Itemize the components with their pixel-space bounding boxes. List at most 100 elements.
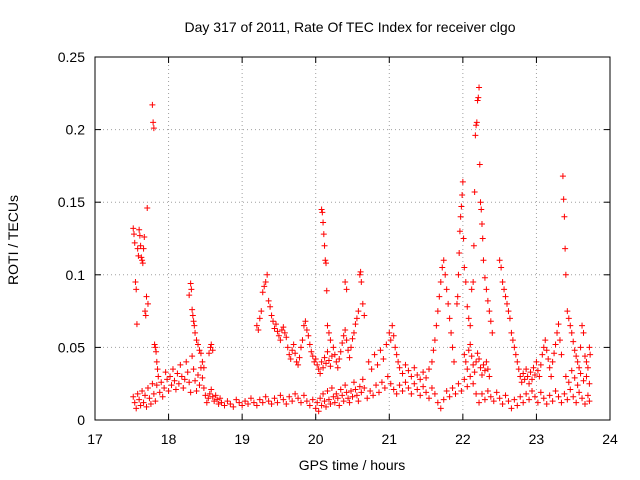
data-point (236, 399, 243, 406)
data-point (486, 308, 493, 315)
data-point (144, 205, 151, 212)
data-point (268, 401, 275, 408)
data-point (555, 393, 562, 400)
data-point (319, 209, 326, 216)
data-point (333, 390, 340, 397)
data-point (274, 399, 281, 406)
data-point (484, 387, 491, 394)
data-point (245, 401, 252, 408)
data-point (159, 393, 166, 400)
data-point (306, 402, 313, 409)
data-point (325, 329, 332, 336)
data-point (436, 293, 443, 300)
data-point (534, 367, 541, 374)
data-point (323, 360, 330, 367)
data-point (471, 189, 478, 196)
data-point (529, 387, 536, 394)
data-point (271, 325, 278, 332)
data-point (186, 379, 193, 386)
data-point (193, 387, 200, 394)
data-point (523, 390, 530, 397)
data-point (586, 398, 593, 405)
data-point (543, 347, 550, 354)
data-point (317, 395, 324, 402)
x-tick-label: 18 (161, 431, 177, 447)
data-point (490, 398, 497, 405)
data-point (136, 232, 143, 239)
data-point (583, 358, 590, 365)
data-point (423, 389, 430, 396)
data-point (327, 337, 334, 344)
data-point (218, 399, 225, 406)
data-point (339, 340, 346, 347)
data-point (191, 322, 198, 329)
data-point (359, 376, 366, 383)
data-point (311, 358, 318, 365)
data-point (537, 361, 544, 368)
data-point (339, 392, 346, 399)
data-point (449, 385, 456, 392)
data-point (446, 315, 453, 322)
data-point (342, 279, 349, 286)
data-point (358, 389, 365, 396)
data-point (440, 257, 447, 264)
data-point (474, 350, 481, 357)
data-point (209, 393, 216, 400)
data-point (464, 303, 471, 310)
data-point (290, 341, 297, 348)
data-point (136, 226, 143, 233)
data-point (131, 239, 138, 246)
data-point (143, 403, 150, 410)
data-point (352, 386, 359, 393)
x-tick-label: 23 (529, 431, 545, 447)
data-point (262, 279, 269, 286)
data-point (462, 279, 469, 286)
data-point (458, 203, 465, 210)
data-point (193, 337, 200, 344)
data-point (430, 347, 437, 354)
y-tick-label: 0.25 (58, 49, 85, 65)
data-point (471, 369, 478, 376)
data-point (192, 377, 199, 384)
data-point (506, 315, 513, 322)
data-point (328, 385, 335, 392)
data-point (300, 392, 307, 399)
data-point (327, 401, 334, 408)
data-point (345, 347, 352, 354)
data-point (286, 351, 293, 358)
data-point (364, 395, 371, 402)
data-point (448, 329, 455, 336)
data-point (247, 395, 254, 402)
data-point (473, 390, 480, 397)
data-point (312, 405, 319, 412)
data-point (577, 370, 584, 377)
data-point (454, 293, 461, 300)
data-point (411, 364, 418, 371)
data-point (133, 405, 140, 412)
data-point (524, 373, 531, 380)
data-point (473, 122, 480, 129)
data-point (564, 308, 571, 315)
data-point (477, 199, 484, 206)
data-point (481, 274, 488, 281)
data-point (230, 403, 237, 410)
data-point (478, 390, 485, 397)
data-point (153, 348, 160, 355)
data-point (321, 242, 328, 249)
data-point (343, 286, 350, 293)
data-point (349, 335, 356, 342)
data-point (350, 379, 357, 386)
data-point (396, 364, 403, 371)
data-point (446, 393, 453, 400)
data-point (511, 344, 518, 351)
data-point (472, 132, 479, 139)
data-point (323, 260, 330, 267)
data-point (302, 318, 309, 325)
data-point (539, 351, 546, 358)
data-point (353, 315, 360, 322)
data-point (141, 234, 148, 241)
data-point (333, 358, 340, 365)
data-point (151, 341, 158, 348)
x-tick-label: 17 (87, 431, 103, 447)
data-point (437, 279, 444, 286)
